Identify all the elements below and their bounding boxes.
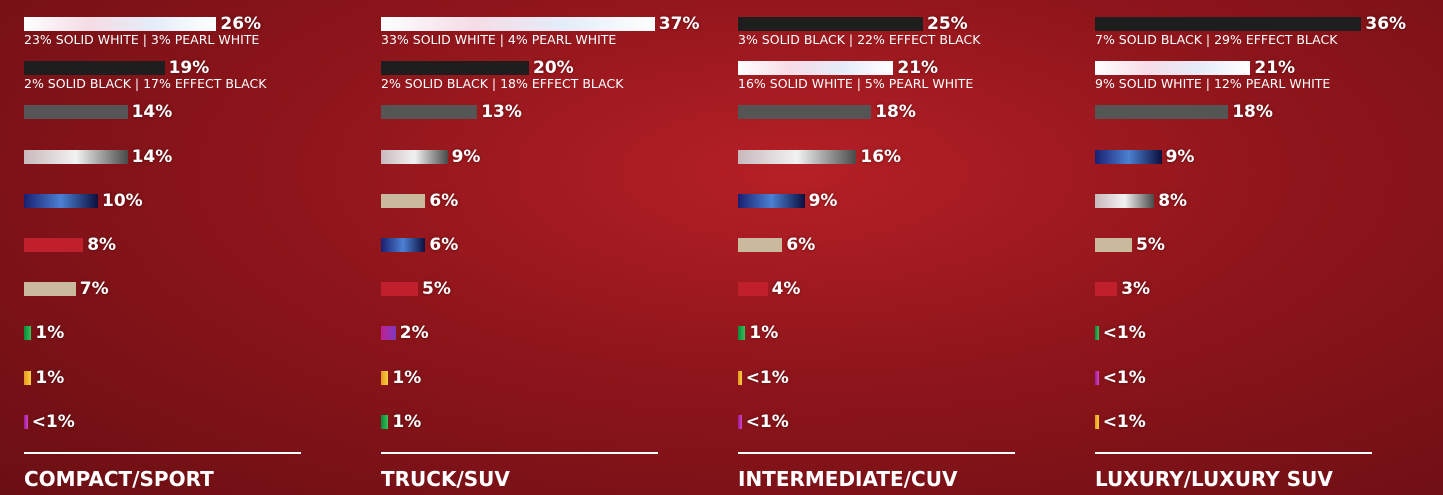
bar	[24, 282, 76, 297]
bar	[381, 282, 418, 297]
value-label: 37%	[658, 14, 700, 34]
value-label: <1%	[1102, 411, 1146, 432]
bar	[381, 61, 529, 76]
bar-note: 23% SOLID WHITE | 3% PEARL WHITE	[24, 32, 260, 47]
value-label: 9%	[451, 146, 481, 167]
value-label: 16%	[860, 146, 902, 167]
chart-title: COMPACT/SPORT	[24, 467, 214, 491]
chart-title: TRUCK/SUV	[381, 467, 510, 491]
bar	[24, 105, 128, 120]
bar-note: 3% SOLID BLACK | 22% EFFECT BLACK	[738, 32, 981, 47]
value-label: 14%	[131, 146, 173, 167]
bar-note: 33% SOLID WHITE | 4% PEARL WHITE	[381, 32, 617, 47]
value-label: 8%	[1158, 190, 1188, 211]
value-label: 8%	[87, 235, 117, 255]
bar-note: 2% SOLID BLACK | 17% EFFECT BLACK	[24, 76, 267, 92]
divider	[738, 452, 1015, 454]
bar	[738, 17, 923, 31]
bar	[1095, 326, 1099, 341]
bar	[24, 193, 98, 208]
value-label: 21%	[1254, 58, 1296, 79]
bar	[1095, 238, 1132, 252]
value-label: 1%	[35, 323, 65, 344]
bar	[738, 326, 746, 341]
value-label: 18%	[875, 102, 916, 123]
bar	[738, 105, 872, 120]
bar	[1095, 61, 1251, 76]
value-label: 1%	[35, 367, 65, 388]
value-label: 5%	[1136, 235, 1165, 255]
bar	[24, 61, 165, 76]
divider	[24, 452, 301, 454]
bar-note: 9% SOLID WHITE | 12% PEARL WHITE	[1095, 76, 1331, 92]
bar	[381, 149, 448, 164]
bar	[381, 193, 426, 208]
value-label: 9%	[808, 190, 838, 211]
value-label: <1%	[1102, 323, 1146, 344]
bar-note: 16% SOLID WHITE | 5% PEARL WHITE	[738, 76, 974, 92]
bar	[24, 149, 128, 164]
bar	[1095, 414, 1099, 429]
bar	[381, 370, 389, 385]
divider	[381, 452, 658, 454]
value-label: 4%	[771, 279, 801, 300]
bar	[738, 149, 857, 164]
bar	[381, 17, 655, 31]
bar	[738, 193, 805, 208]
chart-title: INTERMEDIATE/CUV	[738, 467, 958, 491]
bar-note: 7% SOLID BLACK | 29% EFFECT BLACK	[1095, 32, 1338, 47]
value-label: 21%	[897, 58, 939, 79]
value-label: 18%	[1232, 102, 1273, 123]
value-label: 1%	[392, 411, 422, 432]
bar	[1095, 17, 1362, 31]
bar	[24, 17, 217, 31]
bar	[381, 105, 478, 120]
value-label: 10%	[102, 190, 143, 211]
value-label: 6%	[786, 235, 816, 255]
value-label: <1%	[745, 367, 789, 388]
bar	[1095, 282, 1118, 297]
value-label: 14%	[131, 102, 173, 123]
bar	[381, 326, 396, 341]
bar	[738, 238, 783, 252]
value-label: 26%	[220, 14, 262, 34]
bar	[1095, 193, 1155, 208]
value-label: 1%	[749, 323, 779, 344]
value-label: 3%	[1121, 279, 1151, 300]
value-label: 6%	[429, 235, 459, 255]
value-label: 25%	[927, 14, 968, 34]
bar	[381, 414, 389, 429]
divider	[1095, 452, 1372, 454]
value-label: 19%	[168, 58, 210, 79]
value-label: 6%	[429, 190, 459, 211]
value-label: 13%	[481, 102, 522, 123]
bar	[1095, 105, 1229, 120]
bar	[24, 370, 32, 385]
value-label: 7%	[79, 279, 109, 300]
bar	[738, 61, 894, 76]
value-label: <1%	[1102, 367, 1146, 388]
bar	[1095, 370, 1099, 385]
bar	[1095, 149, 1162, 164]
bar	[738, 370, 742, 385]
value-label: 2%	[399, 323, 429, 344]
value-label: 20%	[533, 58, 574, 79]
value-label: 1%	[392, 367, 422, 388]
value-label: 9%	[1165, 146, 1195, 167]
value-label: <1%	[31, 411, 75, 432]
bar	[738, 414, 742, 429]
chart-title: LUXURY/LUXURY SUV	[1095, 467, 1333, 491]
bar	[24, 238, 84, 252]
value-label: 36%	[1365, 14, 1407, 34]
bar	[738, 282, 768, 297]
value-label: 5%	[422, 279, 451, 300]
bar	[24, 326, 32, 341]
value-label: <1%	[745, 411, 789, 432]
bar	[381, 238, 426, 252]
bar	[24, 414, 28, 429]
bar-note: 2% SOLID BLACK | 18% EFFECT BLACK	[381, 76, 624, 92]
